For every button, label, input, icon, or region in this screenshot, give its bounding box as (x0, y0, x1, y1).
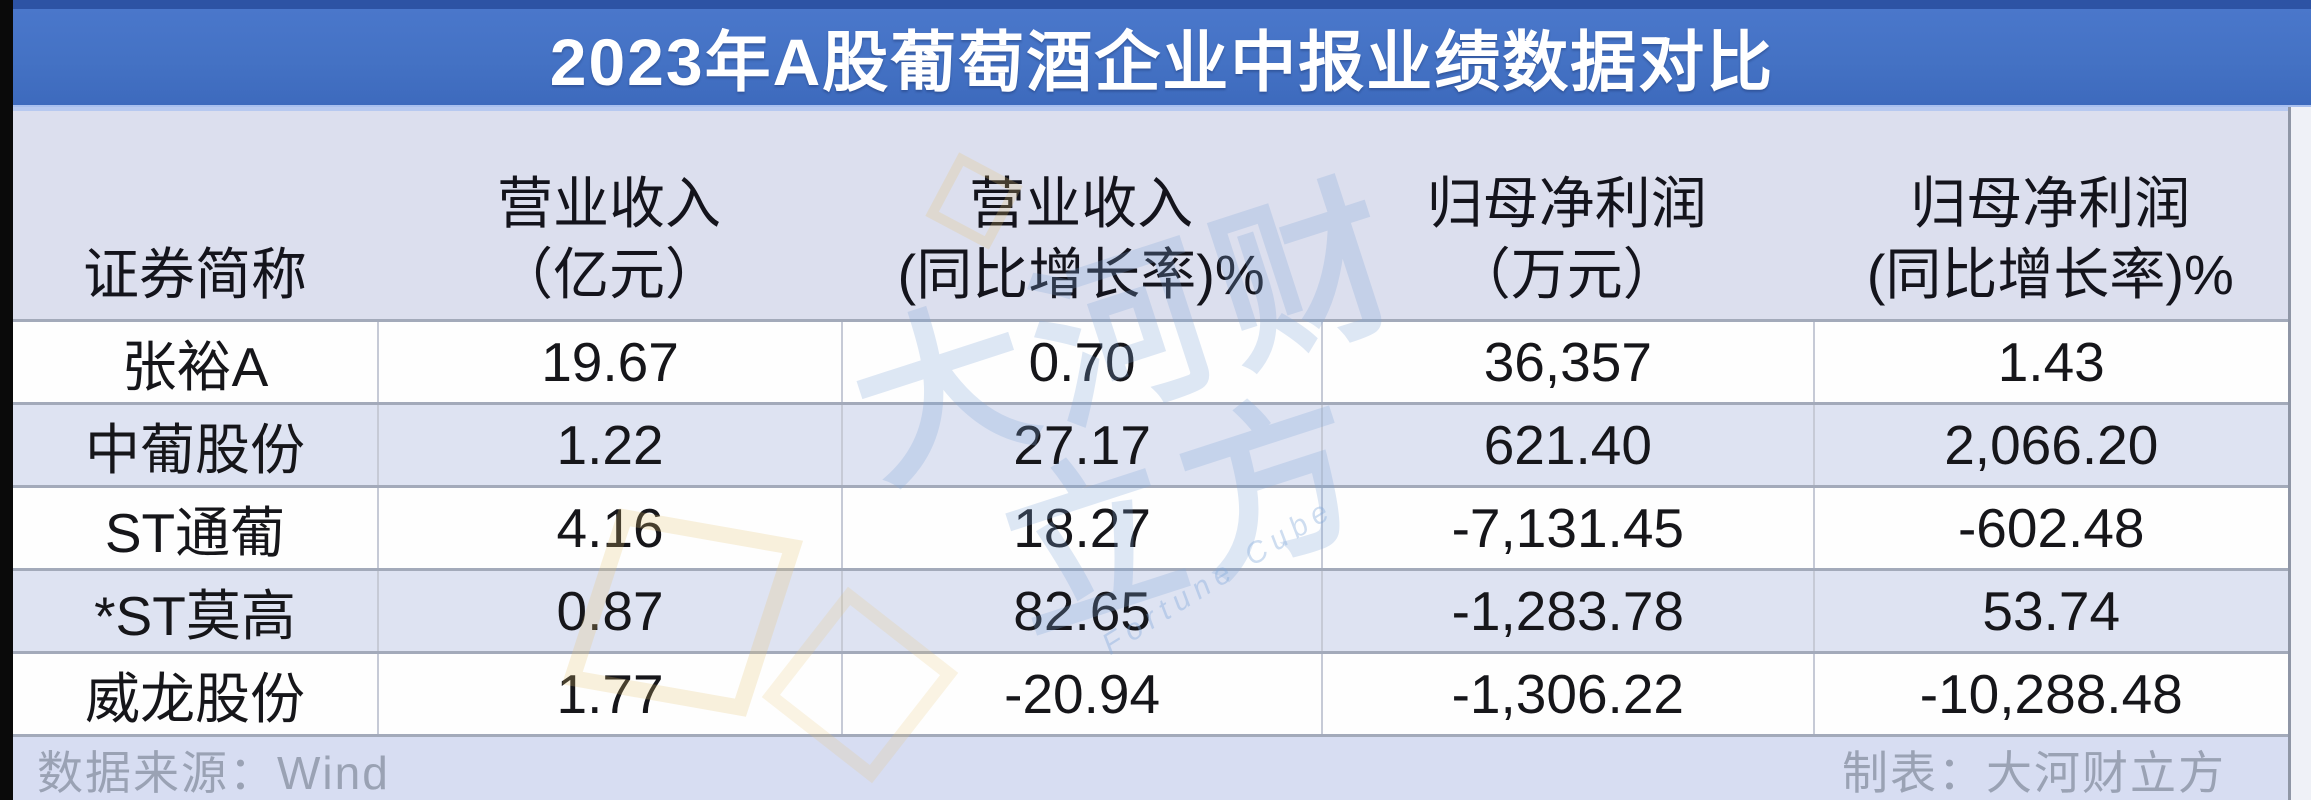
header-net-profit-yoy: 归母净利润 (同比增长率)% (1813, 168, 2289, 311)
cell-net-profit-yoy: 53.74 (1812, 571, 2289, 651)
credit-label: 制表：大河财立方 (1842, 747, 2226, 799)
cell-net-profit: -7,131.45 (1321, 488, 1812, 568)
cell-revenue-yoy: 82.65 (841, 571, 1321, 651)
cell-revenue-yoy: 27.17 (841, 405, 1321, 485)
table-footer: 数据来源：Wind 制表：大河财立方 (13, 734, 2288, 800)
cell-security-name: ST通葡 (104, 502, 286, 564)
right-margin-strip (2291, 107, 2311, 800)
table-header-row: 证券简称 营业收入 （亿元） 营业收入 (同比增长率)% 归母净利润 （万元） (13, 107, 2288, 319)
cell-net-profit: -1,306.22 (1321, 654, 1812, 734)
title-bar: 2023年A股葡萄酒企业中报业绩数据对比 (13, 0, 2311, 107)
table-row-zhongpu: 中葡股份 1.22 27.17 621.40 2,066.20 (13, 402, 2288, 485)
cell-revenue-yoy: -20.94 (841, 654, 1321, 734)
cell-security-name: 张裕A (121, 336, 269, 398)
data-source-label: 数据来源：Wind (37, 747, 390, 799)
cell-revenue: 19.67 (377, 322, 841, 402)
table-canvas: 2023年A股葡萄酒企业中报业绩数据对比 证券简称 营业收入 （亿元） 营业收入… (13, 0, 2311, 800)
page-title: 2023年A股葡萄酒企业中报业绩数据对比 (549, 25, 1775, 99)
cell-net-profit: 36,357 (1321, 322, 1812, 402)
header-line: （亿元） (497, 243, 722, 307)
header-line: 营业收入 (969, 171, 1194, 235)
header-line: 营业收入 (497, 171, 722, 235)
header-net-profit: 归母净利润 （万元） (1321, 168, 1812, 311)
header-revenue: 营业收入 （亿元） (377, 168, 841, 311)
cell-revenue: 1.77 (377, 654, 841, 734)
body-area: 证券简称 营业收入 （亿元） 营业收入 (同比增长率)% 归母净利润 （万元） (13, 107, 2311, 800)
header-line: （万元） (1454, 243, 1679, 307)
table-row-st-mogao: *ST莫高 0.87 82.65 -1,283.78 53.74 (13, 568, 2288, 651)
cell-net-profit-yoy: -10,288.48 (1812, 654, 2289, 734)
cell-revenue: 4.16 (377, 488, 841, 568)
header-line: 归母净利润 (1426, 171, 1707, 235)
table-row-zhangyu-a: 张裕A 19.67 0.70 36,357 1.43 (13, 319, 2288, 402)
cell-security-name: 威龙股份 (84, 668, 305, 730)
header-line: (同比增长率)% (1866, 243, 2234, 307)
header-line: 归母净利润 (1910, 171, 2191, 235)
cell-revenue: 0.87 (377, 571, 841, 651)
cell-net-profit: 621.40 (1321, 405, 1812, 485)
cell-revenue-yoy: 18.27 (841, 488, 1321, 568)
cell-security-name: *ST莫高 (94, 585, 296, 647)
data-table: 证券简称 营业收入 （亿元） 营业收入 (同比增长率)% 归母净利润 （万元） (13, 107, 2291, 800)
header-revenue-yoy: 营业收入 (同比增长率)% (841, 168, 1321, 311)
header-line: 证券简称 (83, 243, 307, 307)
cell-revenue-yoy: 0.70 (841, 322, 1321, 402)
header-line: (同比增长率)% (897, 243, 1265, 307)
table-row-st-tongpu: ST通葡 4.16 18.27 -7,131.45 -602.48 (13, 485, 2288, 568)
cell-net-profit-yoy: -602.48 (1812, 488, 2289, 568)
cell-net-profit: -1,283.78 (1321, 571, 1812, 651)
header-security-name: 证券简称 (13, 239, 377, 311)
cell-revenue: 1.22 (377, 405, 841, 485)
table-row-weilong: 威龙股份 1.77 -20.94 -1,306.22 -10,288.48 (13, 651, 2288, 734)
cell-security-name: 中葡股份 (84, 419, 305, 481)
cell-net-profit-yoy: 2,066.20 (1812, 405, 2289, 485)
cell-net-profit-yoy: 1.43 (1812, 322, 2289, 402)
